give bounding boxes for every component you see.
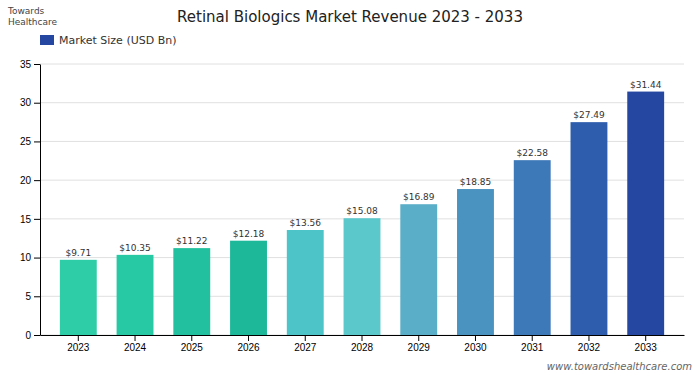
tick-mark xyxy=(362,335,363,341)
legend-swatch xyxy=(40,35,54,45)
tick: 2029 xyxy=(408,335,431,353)
data-label: $18.85 xyxy=(460,177,492,187)
tick-label: 2024 xyxy=(124,342,147,353)
data-label: $9.71 xyxy=(65,248,91,258)
tick-mark xyxy=(34,335,40,336)
tick-label: 35 xyxy=(20,59,32,70)
x-axis: 2023 2024 2025 2026 2027 2028 2029 2030 2031 2032… xyxy=(41,335,685,353)
bar xyxy=(571,122,608,335)
grid xyxy=(40,64,684,335)
tick-label: 2030 xyxy=(464,342,487,353)
tick-mark xyxy=(34,103,40,104)
tick-label: 2023 xyxy=(67,342,90,353)
data-label: $27.49 xyxy=(573,110,605,120)
tick: 0 xyxy=(25,330,40,341)
tick-label: 2031 xyxy=(521,342,544,353)
tick-label: 25 xyxy=(20,136,32,147)
tick: 2024 xyxy=(124,335,147,353)
tick: 15 xyxy=(20,214,40,225)
tick-mark xyxy=(34,258,40,259)
tick: 20 xyxy=(20,175,40,186)
data-label: $22.58 xyxy=(516,148,548,158)
tick: 25 xyxy=(20,136,40,147)
bar xyxy=(230,241,267,335)
tick-mark xyxy=(135,335,136,341)
axis-line xyxy=(40,65,41,336)
bar xyxy=(514,160,551,335)
tick-mark xyxy=(305,335,306,341)
data-label: $12.18 xyxy=(233,229,265,239)
bar xyxy=(400,204,437,335)
bar xyxy=(287,230,324,335)
tick-label: 15 xyxy=(20,214,32,225)
tick-mark xyxy=(588,335,589,341)
tick: 10 xyxy=(20,252,40,263)
tick-label: 2028 xyxy=(351,342,374,353)
tick-mark xyxy=(645,335,646,341)
tick: 35 xyxy=(20,59,40,70)
data-label: $13.56 xyxy=(290,218,322,228)
data-label: $15.08 xyxy=(346,206,378,216)
data-labels: $9.71 $10.35 $11.22 $12.18 $13.56 $15.08 $16.8… xyxy=(65,80,661,258)
tick-label: 2025 xyxy=(181,342,204,353)
y-axis: 0 5 10 15 20 25 30 35 xyxy=(20,59,41,341)
tick-label: 2029 xyxy=(408,342,431,353)
tick: 5 xyxy=(25,291,40,302)
tick-mark xyxy=(34,296,40,297)
bar xyxy=(60,260,97,335)
tick: 2025 xyxy=(181,335,204,353)
chart: Retinal Biologics Market Revenue 2023 - … xyxy=(0,0,700,375)
tick-mark xyxy=(532,335,533,341)
tick-label: 2032 xyxy=(578,342,601,353)
data-label: $16.89 xyxy=(403,192,435,202)
legend-label: Market Size (USD Bn) xyxy=(59,34,177,47)
tick-label: 30 xyxy=(20,97,32,108)
grid-line xyxy=(40,102,684,103)
tick: 2031 xyxy=(521,335,544,353)
title: Retinal Biologics Market Revenue 2023 - … xyxy=(177,8,523,26)
tick-mark xyxy=(34,141,40,142)
tick-label: 20 xyxy=(20,175,32,186)
tick: 30 xyxy=(20,97,40,108)
data-label: $11.22 xyxy=(176,236,208,246)
tick: 2033 xyxy=(635,335,658,353)
bar xyxy=(457,189,494,335)
tick-mark xyxy=(34,219,40,220)
tick: 2023 xyxy=(67,335,90,353)
data-label: $10.35 xyxy=(119,243,151,253)
data-label: $31.44 xyxy=(630,80,662,90)
tick-label: 5 xyxy=(25,291,31,302)
bar xyxy=(173,248,210,335)
legend-item: Market Size (USD Bn) xyxy=(40,34,177,47)
tick: 2028 xyxy=(351,335,374,353)
tick-mark xyxy=(78,335,79,341)
tick-label: 2033 xyxy=(635,342,658,353)
tick-mark xyxy=(34,180,40,181)
tick-label: 0 xyxy=(25,330,31,341)
tick-label: 10 xyxy=(20,252,32,263)
watermark: www.towardshealthcare.com xyxy=(547,361,692,372)
tick-label: 2026 xyxy=(237,342,260,353)
bar xyxy=(344,218,381,335)
grid-line xyxy=(40,64,684,65)
bar xyxy=(117,255,154,335)
tick: 2027 xyxy=(294,335,317,353)
logo-text: TowardsHealthcare xyxy=(7,6,58,27)
tick-label: 2027 xyxy=(294,342,317,353)
tick-mark xyxy=(418,335,419,341)
tick: 2026 xyxy=(237,335,260,353)
bar xyxy=(627,92,664,335)
tick-mark xyxy=(34,64,40,65)
tick-mark xyxy=(191,335,192,341)
tick: 2032 xyxy=(578,335,601,353)
tick: 2030 xyxy=(464,335,487,353)
legend: Market Size (USD Bn) xyxy=(40,34,177,47)
tick-mark xyxy=(475,335,476,341)
bars xyxy=(60,92,664,335)
tick-mark xyxy=(248,335,249,341)
